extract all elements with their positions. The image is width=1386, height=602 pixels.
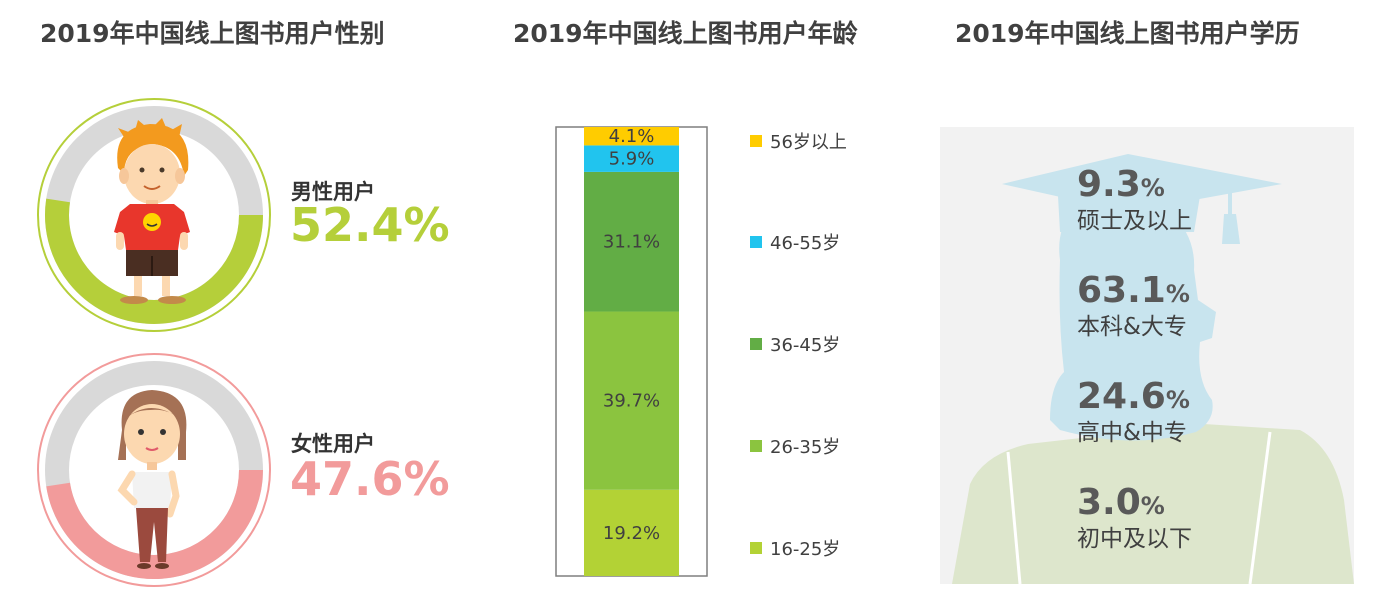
age-bar-segment xyxy=(584,127,679,146)
education-item-bachelor: 63.1% 本科&大专 xyxy=(1077,272,1190,341)
legend-swatch xyxy=(750,542,762,554)
education-unit: % xyxy=(1165,386,1190,414)
education-value: 24.6 xyxy=(1077,376,1166,417)
age-bar-data-label: 31.1% xyxy=(603,232,660,253)
legend-swatch xyxy=(750,135,762,147)
legend-item-26-35: 26-35岁 xyxy=(750,433,840,459)
education-item-master: 9.3% 硕士及以上 xyxy=(1077,166,1192,235)
education-unit: % xyxy=(1140,174,1165,202)
legend-swatch xyxy=(750,440,762,452)
age-bar-segment xyxy=(584,311,679,490)
head-silhouette xyxy=(1050,212,1216,441)
legend-label: 56岁以上 xyxy=(770,132,847,153)
legend-swatch xyxy=(750,236,762,248)
education-value: 3.0 xyxy=(1077,482,1141,523)
female-percentage: 47.6% xyxy=(290,452,450,506)
age-bar-data-label: 5.9% xyxy=(609,149,655,170)
male-avatar-icon xyxy=(114,118,190,304)
female-label: 女性用户 xyxy=(291,432,375,456)
age-bar-segment xyxy=(584,145,679,172)
age-bar-data-label: 39.7% xyxy=(603,391,660,412)
education-unit: % xyxy=(1140,492,1165,520)
male-label: 男性用户 xyxy=(291,180,375,204)
graduate-illustration xyxy=(940,127,1354,585)
education-label: 本科&大专 xyxy=(1077,314,1187,340)
age-stacked-bar: 19.2% 39.7% 31.1% 5.9%4.1% xyxy=(555,126,708,577)
age-bar-data-label: 19.2% xyxy=(603,523,660,544)
legend-label: 26-35岁 xyxy=(770,437,841,458)
female-outer-ring xyxy=(37,353,271,587)
legend-label: 16-25岁 xyxy=(770,539,841,560)
age-bar-segment xyxy=(584,489,679,576)
age-bar-data-label: 4.1% xyxy=(609,126,655,147)
male-outer-ring xyxy=(37,98,271,332)
male-percentage: 52.4% xyxy=(290,198,450,252)
legend-label: 46-55岁 xyxy=(770,233,841,254)
age-bar-segment xyxy=(584,171,679,312)
legend-label: 36-45岁 xyxy=(770,335,841,356)
education-label: 初中及以下 xyxy=(1077,526,1192,552)
tassel-icon xyxy=(1222,214,1240,244)
education-item-highschool: 24.6% 高中&中专 xyxy=(1077,378,1190,447)
age-chart-title: 2019年中国线上图书用户年龄 xyxy=(513,19,858,48)
male-donut xyxy=(37,98,271,332)
legend-swatch xyxy=(750,338,762,350)
education-value: 63.1 xyxy=(1077,270,1166,311)
education-item-middleschool: 3.0% 初中及以下 xyxy=(1077,484,1192,553)
legend-item-56-plus: 56岁以上 xyxy=(750,128,847,154)
male-arc xyxy=(45,198,263,324)
education-unit: % xyxy=(1165,280,1190,308)
education-label: 硕士及以上 xyxy=(1077,208,1192,234)
education-label: 高中&中专 xyxy=(1077,420,1187,446)
legend-item-46-55: 46-55岁 xyxy=(750,229,840,255)
shoulders-shape xyxy=(952,424,1354,584)
education-chart-title: 2019年中国线上图书用户学历 xyxy=(955,19,1300,48)
education-value: 9.3 xyxy=(1077,164,1141,205)
female-avatar-icon xyxy=(117,390,187,569)
gender-chart-title: 2019年中国线上图书用户性别 xyxy=(40,19,385,48)
legend-item-36-45: 36-45岁 xyxy=(750,331,840,357)
legend-item-16-25: 16-25岁 xyxy=(750,535,840,561)
